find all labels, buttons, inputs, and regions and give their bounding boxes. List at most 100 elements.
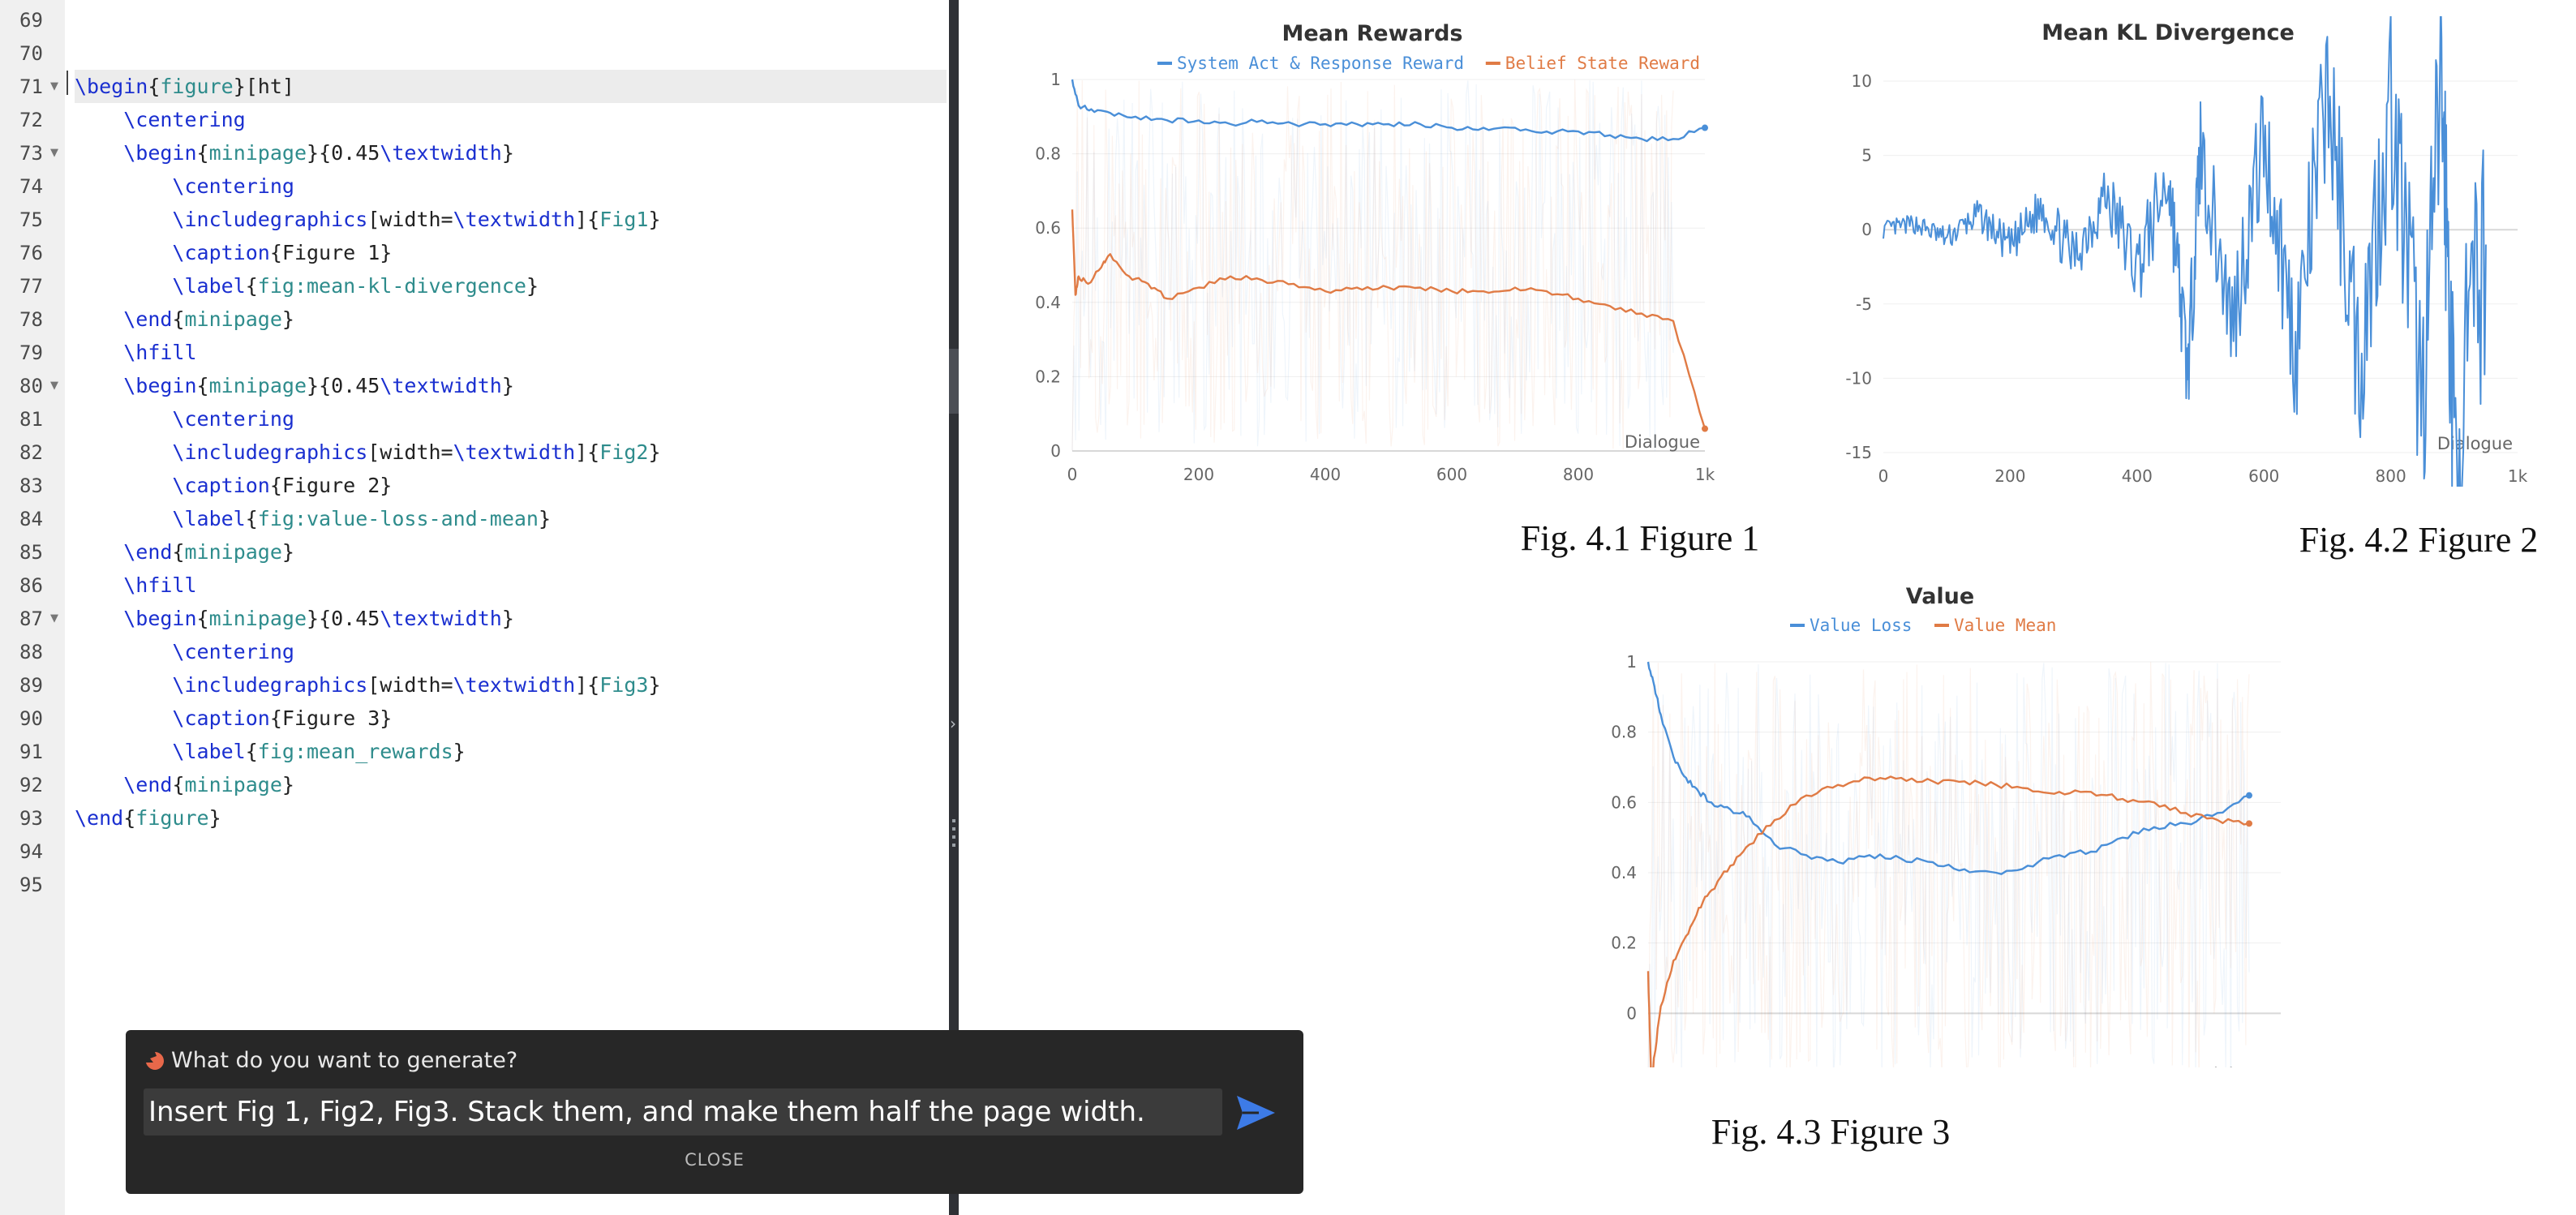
drag-handle-icon[interactable] [952,819,955,852]
line-number: 73 ▼ [0,136,65,170]
code-token: \textwidth [380,141,502,165]
prompt-input[interactable] [144,1088,1219,1136]
code-token: \begin [123,141,197,165]
fold-toggle-icon[interactable]: ▼ [50,147,58,159]
line-number-text: 91 [19,741,43,763]
fold-toggle-icon[interactable]: ▼ [50,80,58,92]
line-number: 75 [0,203,65,236]
line-number-text: 69 [19,9,43,32]
code-token: \end [123,773,173,796]
x-tick-label: 400 [1310,465,1341,484]
mean-kl-divergence-chart: Mean KL Divergence -15 -10 -5 0 5 10 0 200 400 600… [1845,16,2528,487]
code-token: \includegraphics [172,440,368,464]
line-number: 71 ▼ [0,70,65,103]
prompt-input-box[interactable] [144,1088,1222,1136]
code-line[interactable]: \label{fig:mean_rewards} [75,735,947,768]
code-token: } [453,740,466,763]
code-line[interactable] [75,36,947,70]
line-number-text: 76 [19,242,43,264]
y-tick-label: 0.4 [1611,863,1637,882]
code-line[interactable]: \end{minipage} [75,303,947,336]
code-token: \textwidth [453,673,576,697]
code-line[interactable]: \includegraphics[width=\textwidth]{Fig3} [75,668,947,702]
line-number-text: 78 [19,308,43,331]
code-token: \caption [172,241,270,264]
code-line[interactable]: \centering [75,170,947,203]
y-tick-label: -15 [1845,443,1872,462]
code-line[interactable]: \begin{minipage}{0.45\textwidth} [75,369,947,402]
x-tick-label: 0 [1067,465,1078,484]
code-line[interactable]: \label{fig:mean-kl-divergence} [75,269,947,303]
code-token: } [281,773,294,796]
series-line [1071,79,1706,143]
fold-toggle-icon[interactable]: ▼ [50,612,58,625]
code-line[interactable]: \hfill [75,569,947,602]
code-line[interactable] [75,868,947,901]
code-line[interactable]: \includegraphics[width=\textwidth]{Fig1} [75,203,947,236]
code-line[interactable]: \hfill [75,336,947,369]
pdf-preview[interactable]: Mean Rewards System Act & Response Reward… [959,0,2576,1215]
collapse-toggle[interactable]: › [949,349,959,733]
code-line[interactable]: \caption{Figure 1} [75,236,947,269]
code-line[interactable]: \begin{minipage}{0.45\textwidth} [75,602,947,635]
line-number-text: 79 [19,341,43,364]
code-token [75,341,123,364]
figure-caption-3: Fig. 4.3 Figure 3 [1711,1112,1951,1152]
line-number: 89 [0,668,65,702]
code-line[interactable]: \centering [75,402,947,436]
code-token [75,706,172,730]
code-token: { [245,507,258,530]
code-line[interactable]: \begin{figure}[ht] [75,70,947,103]
code-token [75,208,172,231]
legend-entry: Value Loss [1810,616,1912,635]
code-line[interactable]: \caption{Figure 2} [75,469,947,502]
series-noise-band [1647,663,2250,1067]
code-token [75,607,123,630]
code-token: { [123,806,136,830]
line-number: 72 [0,103,65,136]
code-line[interactable]: \centering [75,103,947,136]
code-line[interactable]: \end{minipage} [75,535,947,569]
close-button[interactable]: CLOSE [685,1150,745,1170]
y-tick-label: 0.2 [1611,934,1637,953]
send-arrow-icon[interactable] [1234,1093,1277,1132]
pane-splitter[interactable]: › [949,0,959,1215]
chart-title: Mean KL Divergence [2041,20,2295,45]
y-tick-label: 0.8 [1611,723,1637,742]
code-line[interactable]: \label{fig:value-loss-and-mean} [75,502,947,535]
x-tick-label: 200 [1183,465,1214,484]
code-token: } [501,141,514,165]
code-token [75,673,172,697]
code-line[interactable] [75,835,947,868]
code-token: fig:mean_rewards [257,740,453,763]
code-token: } [526,274,539,298]
code-token: {Figure 2} [269,474,393,497]
code-line[interactable]: \end{figure} [75,801,947,835]
code-editor[interactable]: 69 70 71 ▼ 72 73 ▼ 74 75 76 77 78 79 80 ▼ 81 82 83 84 85 86 8… [0,0,949,1215]
code-line[interactable]: \begin{minipage}{0.45\textwidth} [75,136,947,170]
line-number-text: 82 [19,441,43,464]
code-token: \textwidth [453,208,576,231]
code-token [75,108,123,131]
code-token: \textwidth [453,440,576,464]
code-line[interactable]: \includegraphics[width=\textwidth]{Fig2} [75,436,947,469]
code-token: [width= [367,440,453,464]
series-line [1646,775,2250,1067]
code-line[interactable] [75,3,947,36]
code-token: { [245,740,258,763]
code-token [75,241,172,264]
x-axis-label: Dialogue [1625,432,1700,452]
code-token [75,440,172,464]
code-line[interactable]: \centering [75,635,947,668]
code-token: \textwidth [380,607,502,630]
code-token: minipage [208,141,307,165]
code-token: \label [172,507,246,530]
fold-toggle-icon[interactable]: ▼ [50,380,58,392]
series-noise-band [1071,80,1674,451]
line-number: 79 [0,336,65,369]
line-number-text: 89 [19,674,43,697]
line-number-text: 84 [19,508,43,530]
code-line[interactable]: \caption{Figure 3} [75,702,947,735]
code-token: } [501,374,514,397]
code-line[interactable]: \end{minipage} [75,768,947,801]
